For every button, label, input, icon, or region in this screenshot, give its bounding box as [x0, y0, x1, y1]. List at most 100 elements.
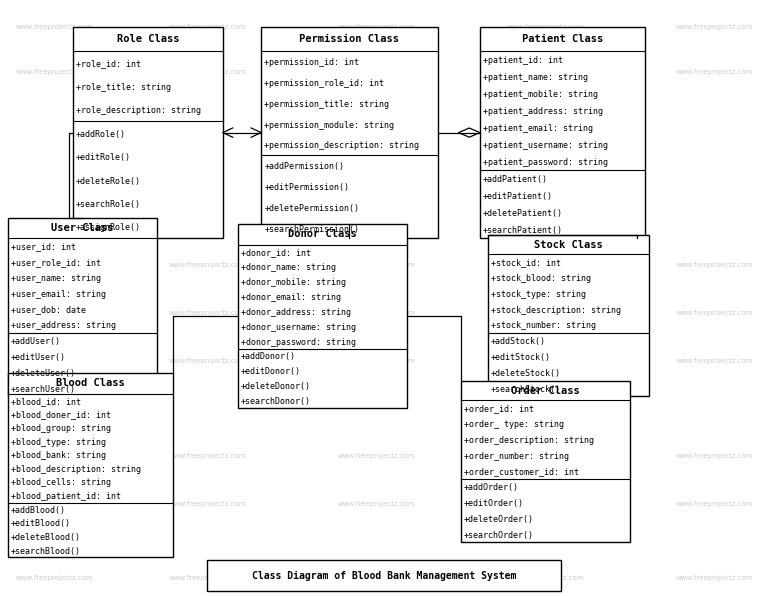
Text: +blood_doner_id: int: +blood_doner_id: int — [11, 411, 111, 420]
Text: www.freeprojectz.com: www.freeprojectz.com — [15, 262, 93, 268]
Text: +deleteStock(): +deleteStock() — [491, 369, 561, 378]
Bar — [488, 235, 649, 396]
Bar — [8, 372, 173, 557]
Text: +role_description: string: +role_description: string — [76, 106, 201, 116]
Text: www.freeprojectz.com: www.freeprojectz.com — [15, 358, 93, 364]
Text: +blood_id: int: +blood_id: int — [11, 397, 81, 406]
Text: Stock Class: Stock Class — [534, 240, 603, 250]
Text: +deletePermission(): +deletePermission() — [264, 204, 359, 213]
Text: www.freeprojectz.com: www.freeprojectz.com — [676, 575, 753, 581]
Text: +permission_id: int: +permission_id: int — [264, 58, 359, 67]
Text: +editUser(): +editUser() — [11, 353, 66, 362]
Text: +order_number: string: +order_number: string — [464, 452, 569, 461]
Text: +user_email: string: +user_email: string — [11, 290, 106, 299]
Text: www.freeprojectz.com: www.freeprojectz.com — [169, 358, 247, 364]
Text: +permission_role_id: int: +permission_role_id: int — [264, 79, 384, 88]
Bar — [238, 224, 407, 408]
Text: +donor_password: string: +donor_password: string — [241, 337, 356, 347]
Text: +blood_description: string: +blood_description: string — [11, 465, 141, 474]
Bar — [8, 218, 157, 396]
Text: +stock_id: int: +stock_id: int — [491, 258, 561, 267]
Text: +searchBlood(): +searchBlood() — [11, 547, 81, 555]
Text: www.freeprojectz.com: www.freeprojectz.com — [15, 310, 93, 316]
Text: +permission_description: string: +permission_description: string — [264, 141, 419, 150]
Text: +assignRole(): +assignRole() — [76, 224, 141, 232]
Text: www.freeprojectz.com: www.freeprojectz.com — [15, 501, 93, 507]
Text: +blood_bank: string: +blood_bank: string — [11, 451, 106, 460]
Text: www.freeprojectz.com: www.freeprojectz.com — [169, 575, 247, 581]
Text: www.freeprojectz.com: www.freeprojectz.com — [338, 24, 415, 30]
Text: www.freeprojectz.com: www.freeprojectz.com — [169, 262, 247, 268]
Text: +stock_type: string: +stock_type: string — [491, 290, 586, 299]
Text: Role Class: Role Class — [117, 34, 179, 44]
Text: www.freeprojectz.com: www.freeprojectz.com — [338, 262, 415, 268]
Text: +user_dob: date: +user_dob: date — [11, 306, 86, 315]
Text: Class Diagram of Blood Bank Management System: Class Diagram of Blood Bank Management S… — [252, 571, 516, 581]
Text: +editPatient(): +editPatient() — [483, 192, 553, 201]
Text: www.freeprojectz.com: www.freeprojectz.com — [338, 453, 415, 459]
Text: +donor_id: int: +donor_id: int — [241, 249, 311, 257]
Text: www.freeprojectz.com: www.freeprojectz.com — [676, 24, 753, 30]
Text: +addStock(): +addStock() — [491, 337, 546, 346]
Text: www.freeprojectz.com: www.freeprojectz.com — [676, 453, 753, 459]
Text: +addRole(): +addRole() — [76, 130, 126, 139]
Text: +user_id: int: +user_id: int — [11, 243, 76, 252]
Text: +role_id: int: +role_id: int — [76, 60, 141, 69]
Text: +permission_module: string: +permission_module: string — [264, 120, 394, 129]
Text: www.freeprojectz.com: www.freeprojectz.com — [338, 575, 415, 581]
Text: www.freeprojectz.com: www.freeprojectz.com — [507, 262, 584, 268]
Text: www.freeprojectz.com: www.freeprojectz.com — [15, 69, 93, 74]
Text: +addPermission(): +addPermission() — [264, 162, 344, 171]
Text: +donor_address: string: +donor_address: string — [241, 308, 351, 317]
Text: +addPatient(): +addPatient() — [483, 175, 548, 184]
Text: www.freeprojectz.com: www.freeprojectz.com — [507, 24, 584, 30]
Text: +addUser(): +addUser() — [11, 337, 61, 346]
Text: www.freeprojectz.com: www.freeprojectz.com — [507, 453, 584, 459]
Text: Patient Class: Patient Class — [522, 34, 603, 44]
Text: +stock_blood: string: +stock_blood: string — [491, 274, 591, 283]
Text: www.freeprojectz.com: www.freeprojectz.com — [169, 310, 247, 316]
Text: +donor_name: string: +donor_name: string — [241, 263, 336, 272]
Text: +permission_title: string: +permission_title: string — [264, 100, 389, 108]
Text: www.freeprojectz.com: www.freeprojectz.com — [676, 358, 753, 364]
Text: +deleteBlood(): +deleteBlood() — [11, 533, 81, 542]
Text: +stock_description: string: +stock_description: string — [491, 306, 621, 315]
Text: www.freeprojectz.com: www.freeprojectz.com — [507, 69, 584, 74]
Text: +role_title: string: +role_title: string — [76, 83, 171, 92]
Text: www.freeprojectz.com: www.freeprojectz.com — [507, 575, 584, 581]
Bar — [480, 27, 645, 238]
Text: +patient_id: int: +patient_id: int — [483, 56, 563, 65]
Text: +editOrder(): +editOrder() — [464, 499, 524, 508]
Text: +editRole(): +editRole() — [76, 153, 131, 162]
Text: Blood Class: Blood Class — [56, 378, 124, 388]
Bar — [73, 27, 223, 238]
Text: +addOrder(): +addOrder() — [464, 483, 519, 492]
Bar — [261, 27, 438, 238]
Text: www.freeprojectz.com: www.freeprojectz.com — [676, 501, 753, 507]
Text: Order Class: Order Class — [511, 386, 580, 396]
Text: +searchDonor(): +searchDonor() — [241, 397, 311, 406]
Text: +patient_address: string: +patient_address: string — [483, 107, 603, 116]
Text: +patient_password: string: +patient_password: string — [483, 158, 608, 167]
Text: +donor_username: string: +donor_username: string — [241, 323, 356, 332]
Text: +editStock(): +editStock() — [491, 353, 551, 362]
Text: User Class: User Class — [51, 223, 114, 233]
Text: www.freeprojectz.com: www.freeprojectz.com — [507, 310, 584, 316]
Text: +order_id: int: +order_id: int — [464, 404, 534, 413]
Text: +user_address: string: +user_address: string — [11, 321, 116, 330]
Text: www.freeprojectz.com: www.freeprojectz.com — [338, 358, 415, 364]
Text: +editPermission(): +editPermission() — [264, 183, 349, 192]
Text: Permission Class: Permission Class — [300, 34, 399, 44]
Text: www.freeprojectz.com: www.freeprojectz.com — [15, 575, 93, 581]
Text: +searchPatient(): +searchPatient() — [483, 226, 563, 235]
Text: +blood_type: string: +blood_type: string — [11, 437, 106, 446]
Text: www.freeprojectz.com: www.freeprojectz.com — [676, 69, 753, 74]
Text: +donor_mobile: string: +donor_mobile: string — [241, 278, 346, 287]
Text: +searchPermission(): +searchPermission() — [264, 225, 359, 234]
Text: www.freeprojectz.com: www.freeprojectz.com — [676, 262, 753, 268]
Text: www.freeprojectz.com: www.freeprojectz.com — [676, 310, 753, 316]
Bar — [207, 560, 561, 591]
Text: Donor Class: Donor Class — [288, 229, 357, 239]
Bar — [461, 381, 630, 542]
Text: +searchUser(): +searchUser() — [11, 385, 76, 394]
